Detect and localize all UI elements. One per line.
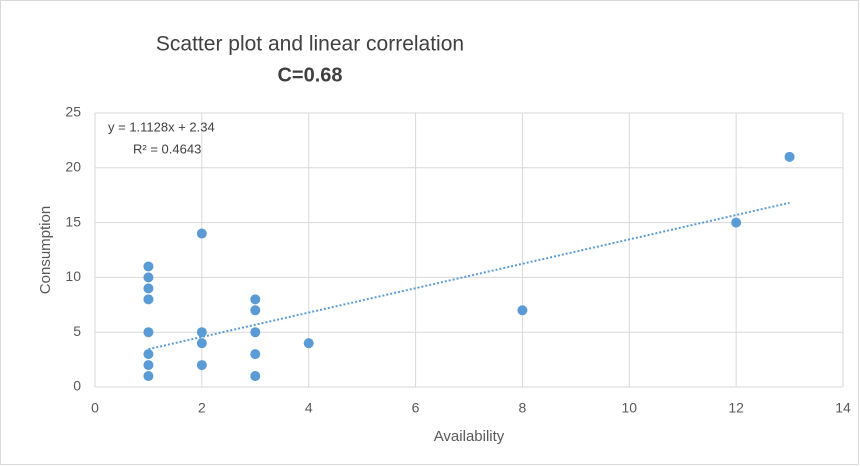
- data-point: [143, 283, 154, 294]
- data-point: [196, 228, 207, 239]
- y-tick-label: 20: [65, 159, 81, 175]
- chart-subtitle: C=0.68: [277, 64, 342, 86]
- data-point: [143, 349, 154, 360]
- data-point: [143, 261, 154, 272]
- y-tick-label: 25: [65, 104, 81, 120]
- x-axis-label: Availability: [434, 428, 505, 445]
- data-point: [303, 338, 314, 349]
- x-tick-label: 4: [305, 400, 313, 416]
- data-point: [250, 305, 261, 316]
- x-tick-label: 14: [835, 400, 851, 416]
- y-axis-label: Consumption: [37, 206, 54, 294]
- x-tick-label: 2: [198, 400, 206, 416]
- trendline-r2: R² = 0.4643: [133, 141, 201, 156]
- trendline: [148, 201, 790, 351]
- x-tick-label: 12: [728, 400, 744, 416]
- x-tick-label: 0: [91, 400, 99, 416]
- data-point: [517, 305, 528, 316]
- data-point: [143, 371, 154, 382]
- y-tick-label: 15: [65, 213, 81, 229]
- chart-title: Scatter plot and linear correlation: [156, 33, 464, 56]
- data-point: [250, 294, 261, 305]
- data-point: [250, 371, 261, 382]
- y-tick-label: 10: [65, 268, 81, 284]
- data-point: [196, 360, 207, 371]
- data-point: [143, 327, 154, 338]
- x-tick-label: 10: [621, 400, 637, 416]
- y-tick-label: 5: [73, 323, 81, 339]
- data-point: [196, 338, 207, 349]
- data-point: [250, 349, 261, 360]
- data-point: [143, 272, 154, 283]
- y-tick-label: 0: [73, 378, 81, 394]
- x-tick-label: 6: [412, 400, 420, 416]
- data-point: [196, 327, 207, 338]
- x-tick-label: 8: [519, 400, 527, 416]
- data-point: [731, 217, 742, 228]
- data-point: [250, 327, 261, 338]
- trendline-equation: y = 1.1128x + 2.34: [108, 119, 215, 134]
- data-point: [143, 294, 154, 305]
- data-point: [143, 360, 154, 371]
- data-point: [784, 151, 795, 162]
